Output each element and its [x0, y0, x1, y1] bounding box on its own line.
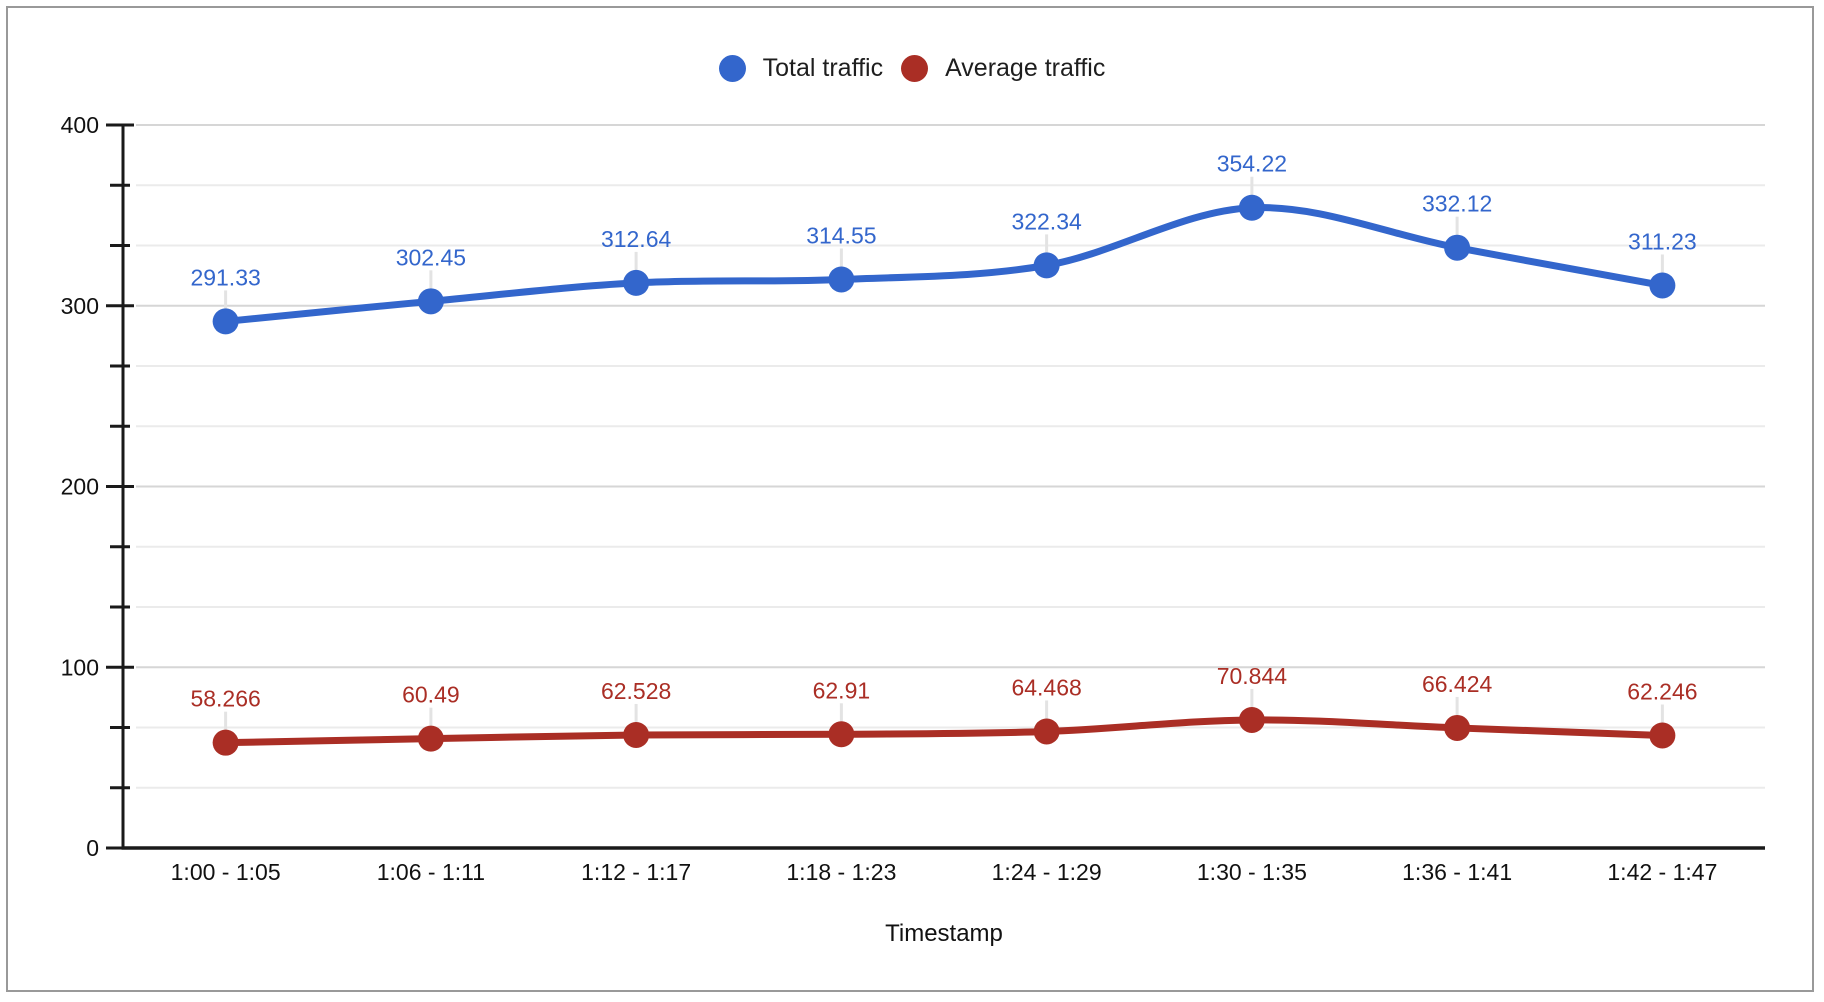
total-traffic-point-2[interactable]	[623, 269, 650, 296]
x-category-label: 1:12 - 1:17	[581, 859, 691, 885]
average-traffic-data-label: 58.266	[190, 686, 260, 712]
total-traffic-point-6[interactable]	[1444, 234, 1471, 261]
average-traffic-data-label: 66.424	[1422, 671, 1493, 697]
x-axis-title: Timestamp	[885, 920, 1003, 947]
total-traffic-line[interactable]	[222, 204, 1666, 325]
average-traffic-point-4[interactable]	[1033, 718, 1060, 745]
total-traffic-data-label: 312.64	[601, 226, 672, 252]
y-tick-label: 200	[61, 474, 99, 500]
total-traffic-point-7[interactable]	[1649, 272, 1676, 299]
legend-label-average-traffic: Average traffic	[945, 54, 1106, 82]
x-category-label: 1:06 - 1:11	[377, 859, 485, 885]
y-tick-label: 300	[61, 293, 99, 319]
y-tick-label: 0	[86, 835, 99, 861]
legend-item-average-traffic[interactable]: Average traffic	[901, 54, 1105, 83]
average-traffic-point-1[interactable]	[417, 725, 444, 752]
total-traffic-data-label: 291.33	[190, 264, 260, 290]
total-traffic-data-label: 322.34	[1011, 208, 1082, 234]
y-tick-label: 100	[61, 654, 99, 680]
average-traffic-data-label: 60.49	[402, 682, 460, 708]
average-traffic-point-0[interactable]	[212, 729, 239, 756]
chart-legend: Total traffic Average traffic	[0, 54, 1824, 83]
total-traffic-point-5[interactable]	[1238, 194, 1265, 221]
total-traffic-data-label: 354.22	[1217, 151, 1287, 177]
total-traffic-point-3[interactable]	[828, 266, 855, 293]
x-category-label: 1:24 - 1:29	[992, 859, 1102, 885]
x-category-label: 1:18 - 1:23	[786, 859, 896, 885]
total-traffic-data-label: 314.55	[806, 222, 876, 248]
legend-item-total-traffic[interactable]: Total traffic	[718, 54, 884, 83]
legend-marker-total-traffic-icon	[718, 55, 746, 82]
legend-marker-average-traffic-icon	[901, 55, 929, 82]
average-traffic-point-6[interactable]	[1444, 714, 1471, 741]
average-traffic-data-label: 70.844	[1217, 663, 1288, 689]
total-traffic-data-label: 302.45	[396, 244, 466, 270]
total-traffic-data-label: 332.12	[1422, 191, 1492, 217]
average-traffic-data-label: 62.91	[813, 677, 871, 703]
average-traffic-data-label: 62.246	[1627, 678, 1697, 704]
total-traffic-point-0[interactable]	[212, 308, 239, 335]
average-traffic-point-2[interactable]	[623, 721, 650, 748]
total-traffic-data-label: 311.23	[1628, 228, 1697, 254]
y-tick-label: 400	[61, 112, 99, 138]
x-category-label: 1:42 - 1:47	[1607, 859, 1717, 885]
total-traffic-point-4[interactable]	[1033, 252, 1060, 279]
total-traffic-point-1[interactable]	[417, 288, 444, 315]
average-traffic-point-5[interactable]	[1238, 706, 1265, 733]
legend-label-total-traffic: Total traffic	[762, 54, 884, 82]
x-category-label: 1:36 - 1:41	[1402, 859, 1512, 885]
average-traffic-data-label: 62.528	[601, 678, 671, 704]
average-traffic-point-7[interactable]	[1649, 722, 1676, 749]
x-category-label: 1:00 - 1:05	[171, 859, 281, 885]
average-traffic-data-label: 64.468	[1011, 674, 1081, 700]
average-traffic-line[interactable]	[222, 716, 1666, 747]
x-category-label: 1:30 - 1:35	[1197, 859, 1307, 885]
average-traffic-point-3[interactable]	[828, 721, 855, 748]
